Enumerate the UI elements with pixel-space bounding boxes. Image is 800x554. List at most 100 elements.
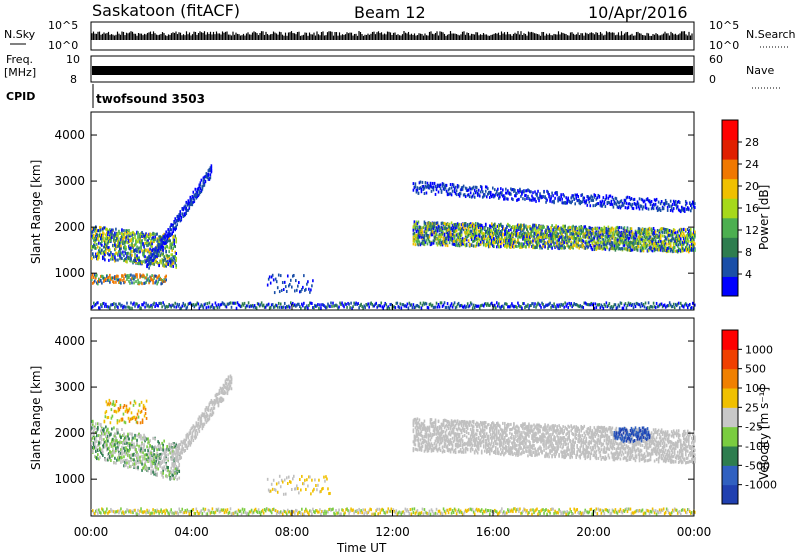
scatter-cell bbox=[423, 236, 426, 240]
scatter-cell bbox=[605, 231, 608, 235]
scatter-cell bbox=[590, 246, 593, 250]
scatter-cell bbox=[154, 247, 156, 251]
scatter-cell bbox=[169, 234, 171, 238]
scatter-cell bbox=[643, 240, 646, 244]
scatter-cell bbox=[538, 224, 540, 228]
scatter-cell bbox=[501, 233, 503, 237]
scatter-cell bbox=[94, 229, 96, 233]
scatter-cell bbox=[541, 228, 543, 232]
scatter-cell bbox=[438, 241, 441, 245]
scatter-cell bbox=[326, 305, 328, 309]
scatter-cell bbox=[165, 234, 167, 238]
scatter-cell bbox=[448, 192, 451, 196]
scatter-cell bbox=[608, 239, 611, 243]
scatter-cell bbox=[546, 198, 548, 202]
scatter-cell bbox=[542, 194, 544, 198]
scatter-cell bbox=[567, 196, 569, 200]
scatter-cell bbox=[334, 304, 336, 308]
scatter-cell bbox=[484, 222, 487, 226]
scatter-cell bbox=[428, 186, 431, 190]
scatter-cell bbox=[430, 223, 433, 227]
scatter-cell bbox=[94, 279, 96, 283]
scatter-cell bbox=[92, 281, 94, 285]
scatter-cell bbox=[127, 236, 129, 240]
scatter-cell bbox=[483, 233, 486, 237]
scatter-cell bbox=[280, 305, 283, 309]
scatter-cell bbox=[561, 244, 563, 248]
scatter-cell bbox=[660, 227, 663, 231]
scatter-cell bbox=[185, 306, 188, 310]
scatter-cell bbox=[140, 240, 142, 244]
scatter-cell bbox=[537, 231, 539, 235]
scatter-cell bbox=[440, 241, 443, 245]
scatter-cell bbox=[477, 236, 480, 240]
scatter-cell bbox=[206, 302, 209, 306]
scatter-cell bbox=[158, 237, 160, 241]
scatter-cell bbox=[125, 239, 127, 243]
scatter-cell bbox=[615, 242, 618, 246]
scatter-cell bbox=[169, 239, 171, 243]
scatter-cell bbox=[182, 301, 185, 305]
scatter-cell bbox=[545, 234, 547, 238]
scatter-cell bbox=[506, 244, 508, 248]
scatter-cell bbox=[124, 231, 126, 235]
scatter-cell bbox=[422, 236, 425, 240]
scatter-cell bbox=[499, 245, 501, 249]
scatter-cell bbox=[156, 237, 158, 241]
scatter-cell bbox=[484, 189, 487, 193]
scatter-cell bbox=[502, 188, 504, 192]
scatter-cell bbox=[588, 243, 591, 247]
scatter-cell bbox=[196, 191, 199, 195]
scatter-cell bbox=[460, 230, 463, 234]
scatter-cell bbox=[584, 235, 587, 239]
scatter-cell bbox=[127, 275, 129, 279]
scatter-cell bbox=[470, 195, 473, 199]
scatter-cell bbox=[572, 246, 574, 250]
scatter-cell bbox=[297, 302, 299, 306]
scatter-cell bbox=[600, 201, 603, 205]
scatter-cell bbox=[109, 236, 111, 240]
scatter-cell bbox=[631, 234, 634, 238]
scatter-cell bbox=[101, 243, 103, 247]
scatter-cell bbox=[518, 197, 520, 201]
scatter-cell bbox=[142, 260, 144, 264]
scatter-cell bbox=[575, 231, 578, 235]
scatter-cell bbox=[493, 239, 495, 243]
scatter-cell bbox=[624, 235, 627, 239]
scatter-cell bbox=[161, 237, 163, 241]
scatter-cell bbox=[142, 275, 144, 279]
scatter-cell bbox=[269, 305, 272, 309]
scatter-cell bbox=[163, 258, 165, 262]
scatter-cell bbox=[189, 195, 192, 199]
scatter-cell bbox=[469, 235, 472, 239]
scatter-cell bbox=[393, 305, 396, 309]
scatter-cell bbox=[130, 255, 132, 259]
scatter-cell bbox=[648, 232, 651, 236]
scatter-cell bbox=[382, 306, 385, 310]
scatter-cell bbox=[686, 247, 689, 251]
scatter-cell bbox=[490, 237, 493, 241]
scatter-cell bbox=[689, 203, 692, 207]
scatter-cell bbox=[536, 235, 538, 239]
scatter-cell bbox=[414, 185, 417, 189]
scatter-cell bbox=[102, 227, 104, 231]
scatter-cell bbox=[623, 226, 626, 230]
scatter-cell bbox=[582, 230, 585, 234]
scatter-cell bbox=[545, 200, 547, 204]
scatter-cell bbox=[527, 242, 529, 246]
scatter-cell bbox=[461, 226, 464, 230]
scatter-cell bbox=[585, 241, 588, 245]
scatter-cell bbox=[333, 304, 335, 308]
scatter-cell bbox=[596, 227, 599, 231]
scatter-cell bbox=[529, 232, 531, 236]
scatter-cell bbox=[531, 240, 533, 244]
scatter-cell bbox=[566, 236, 568, 240]
scatter-cell bbox=[559, 231, 561, 235]
scatter-cell bbox=[676, 244, 679, 248]
scatter-cell bbox=[581, 226, 584, 230]
scatter-cell bbox=[633, 233, 636, 237]
scatter-cell bbox=[514, 232, 516, 236]
scatter-cell bbox=[500, 222, 502, 226]
scatter-cell bbox=[518, 226, 520, 230]
scatter-cell bbox=[176, 219, 179, 223]
